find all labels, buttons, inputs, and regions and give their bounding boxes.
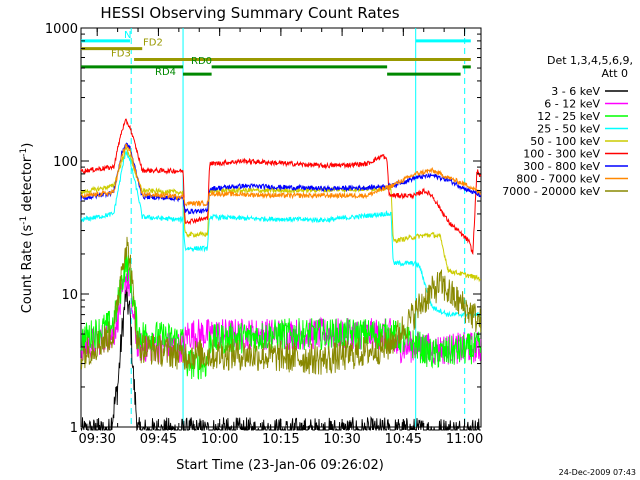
timestamp: 24-Dec-2009 07:43: [559, 468, 636, 477]
flag-bar-label: RD4: [155, 67, 176, 78]
legend-entry-label: 800 - 7000 keV: [516, 173, 600, 186]
flag-bar-label: RD0: [191, 56, 212, 67]
flag-bar-label: FD3: [111, 48, 131, 59]
y-tick-label: 1000: [45, 22, 78, 37]
y-tick-label: 1: [70, 421, 78, 436]
legend-entry-label: 300 - 800 keV: [523, 160, 600, 173]
series-line: [80, 236, 482, 375]
y-axis-label: Count Rate (s-1 detector-1): [19, 143, 35, 314]
flag-bar-label: FD2: [143, 38, 163, 49]
chart-title: HESSI Observing Summary Count Rates: [100, 4, 399, 22]
series-line: [80, 142, 482, 216]
y-axis-label-sup: -1: [19, 148, 29, 157]
legend-entry-label: 6 - 12 keV: [544, 98, 600, 111]
vertical-markers: [130, 28, 466, 427]
x-tick-label: 11:00: [446, 432, 483, 447]
series-line: [80, 118, 482, 255]
x-tick-label: 09:45: [140, 432, 177, 447]
series-line: [81, 149, 482, 319]
y-tick-label: 10: [61, 288, 78, 303]
y-axis-label-sup: -1: [19, 216, 29, 225]
series-line: [80, 146, 482, 283]
legend-entry-label: 50 - 100 keV: [530, 135, 600, 148]
y-axis-label-part: ): [20, 143, 35, 148]
legend-entry-label: 25 - 50 keV: [537, 123, 600, 136]
series-line: [80, 143, 482, 207]
legend-entry-label: 7000 - 20000 keV: [502, 185, 600, 198]
x-axis-label: Start Time (23-Jan-06 09:26:02): [176, 458, 384, 473]
y-axis-label-part: Count Rate (s: [20, 225, 35, 314]
axes: 09:30 09:45 10:00 10:15 10:30 10:45 11:00 1 10 10…: [45, 22, 483, 447]
x-tick-label: 10:45: [385, 432, 422, 447]
x-tick-label: 10:15: [262, 432, 299, 447]
series-line: [80, 283, 481, 432]
legend-entry-label: 100 - 300 keV: [523, 148, 600, 161]
flag-bars: N FD2 FD3 RD0 RD4: [81, 30, 471, 78]
flag-bar-label: N: [124, 30, 131, 41]
y-axis-label-part: detector: [20, 156, 35, 216]
legend-subtitle: Att 0: [602, 67, 628, 80]
x-tick-label: 10:00: [201, 432, 238, 447]
legend-entry-label: 12 - 25 keV: [537, 110, 600, 123]
y-tick-label: 100: [53, 155, 78, 170]
series-lines: [80, 118, 482, 432]
plot-area: N FD2 FD3 RD0 RD4: [80, 28, 482, 432]
x-tick-label: 09:30: [78, 432, 115, 447]
x-tick-label: 10:30: [323, 432, 360, 447]
legend-title: Det 1,3,4,5,6,9,: [547, 54, 633, 67]
legend-entry-label: 3 - 6 keV: [551, 85, 600, 98]
